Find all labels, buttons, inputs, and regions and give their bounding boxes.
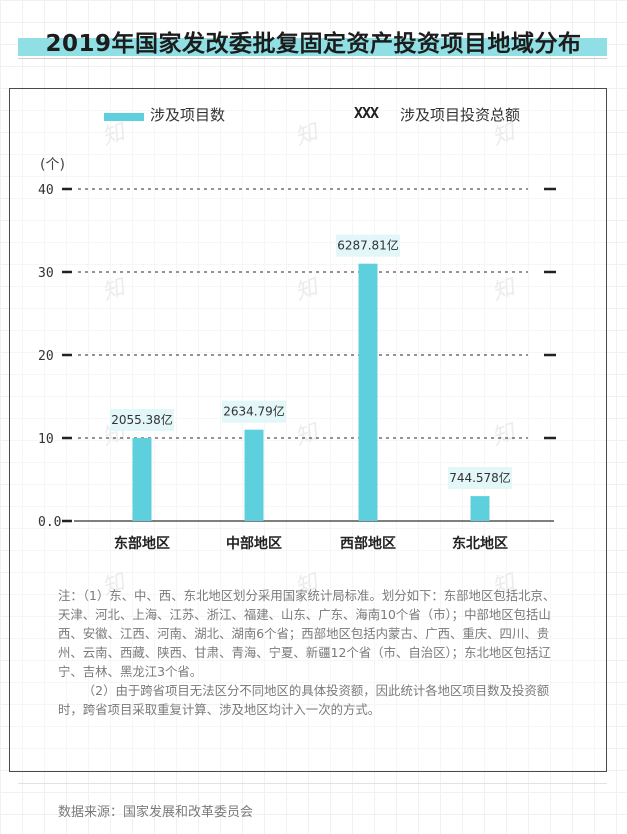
- title-divider: [18, 58, 607, 59]
- source-divider: [18, 783, 607, 784]
- y-tick-label: 30: [38, 266, 54, 281]
- note-1: 注：（1）东、中、西、东北地区划分采用国家统计局标准。划分如下：东部地区包括北京…: [58, 588, 556, 679]
- data-label-text: 2634.79亿: [223, 404, 285, 419]
- data-label-box: [336, 234, 400, 257]
- note-2: （2）由于跨省项目无法区分不同地区的具体投资额，因此统计各地区项目数及投资额时，…: [58, 683, 550, 717]
- data-label-box: [448, 467, 512, 490]
- watermark-glyph: 知: [292, 119, 324, 151]
- page-title: 2019年国家发改委批复固定资产投资项目地域分布: [45, 31, 582, 57]
- data-label: 744.578亿: [448, 467, 512, 490]
- legend-bar-swatch: [104, 113, 144, 121]
- y-tick-label: 40: [38, 183, 54, 198]
- x-axis-labels: 东部地区 中部地区 西部地区 东北地区: [114, 535, 508, 552]
- watermark-glyph: 知: [292, 419, 324, 451]
- data-label-text: 2055.38亿: [111, 412, 173, 427]
- bar: [470, 496, 490, 521]
- data-label: 2634.79亿: [222, 400, 286, 423]
- data-label: 6287.81亿: [336, 234, 400, 257]
- chart-notes: 注：（1）东、中、西、东北地区划分采用国家统计局标准。划分如下：东部地区包括北京…: [58, 586, 556, 719]
- watermark-glyph: 知: [292, 274, 324, 306]
- bar: [244, 429, 264, 521]
- watermark-glyph: 知: [99, 274, 131, 306]
- watermark-glyph: 知: [99, 119, 131, 151]
- data-label-layer: 2055.38亿 2634.79亿 6287.81亿 744.578亿: [110, 234, 512, 490]
- data-label-text: 744.578亿: [449, 470, 511, 485]
- category-label: 中部地区: [226, 535, 282, 552]
- legend-total-sample: XXX: [354, 104, 379, 122]
- y-tick-label: 0.0: [38, 515, 61, 530]
- category-label: 东北地区: [452, 535, 508, 552]
- chart-card: [9, 88, 607, 772]
- legend-total-label: 涉及项目投资总额: [400, 106, 521, 124]
- data-label: 2055.38亿: [110, 409, 174, 431]
- y-axis: 0.0 10 20 30 40: [38, 183, 556, 530]
- watermark-layer: 知知知知知知知知知知知知: [99, 119, 521, 601]
- bar: [132, 438, 152, 521]
- bar: [358, 263, 378, 521]
- y-axis-unit: (个): [40, 157, 65, 173]
- y-tick-label: 10: [38, 432, 54, 447]
- data-label-box: [222, 400, 286, 423]
- y-tick-label: 20: [38, 349, 54, 364]
- legend-bars-label: 涉及项目数: [150, 106, 226, 124]
- data-source: 数据来源：国家发展和改革委员会: [58, 805, 254, 820]
- category-label: 西部地区: [340, 535, 396, 552]
- data-label-text: 6287.81亿: [337, 238, 399, 253]
- category-label: 东部地区: [114, 535, 170, 552]
- data-label-box: [110, 409, 174, 431]
- title-highlight-band: [18, 38, 607, 56]
- watermark-glyph: 知: [489, 419, 521, 451]
- watermark-glyph: 知: [489, 274, 521, 306]
- watermark-glyph: 知: [489, 119, 521, 151]
- bar-series: [132, 263, 490, 521]
